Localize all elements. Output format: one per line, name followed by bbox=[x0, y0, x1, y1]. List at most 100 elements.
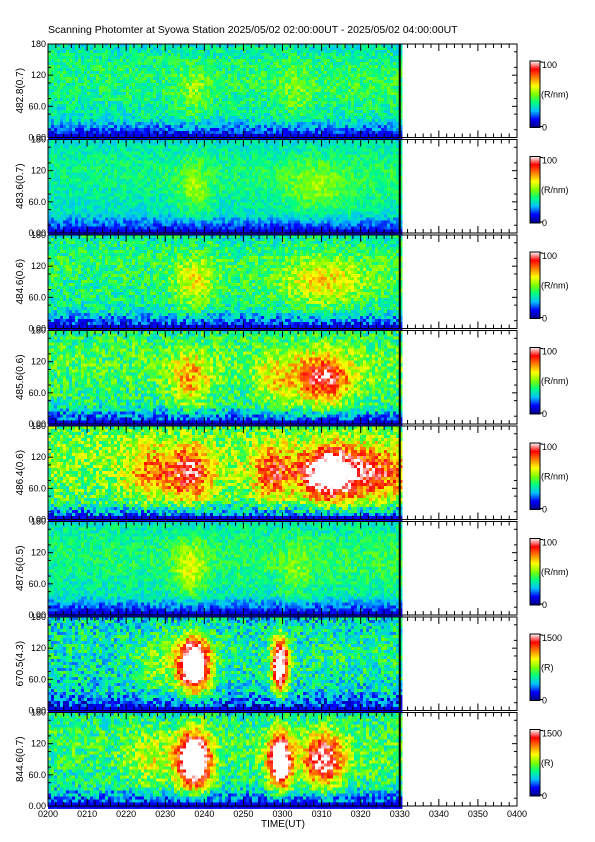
heat-cell bbox=[306, 131, 310, 135]
heat-cell bbox=[225, 68, 229, 72]
heat-cell bbox=[309, 83, 313, 87]
heat-cell bbox=[99, 71, 103, 75]
heat-cell bbox=[189, 68, 193, 72]
heat-cell bbox=[132, 199, 136, 203]
heat-cell bbox=[228, 92, 232, 96]
heat-cell bbox=[210, 101, 214, 105]
heat-cell bbox=[273, 98, 277, 102]
heat-cell bbox=[138, 137, 142, 141]
heat-cell bbox=[336, 56, 340, 60]
heat-cell bbox=[75, 86, 79, 90]
heat-cell bbox=[159, 125, 163, 129]
heat-cell bbox=[219, 77, 223, 81]
heat-cell bbox=[312, 80, 316, 84]
heat-cell bbox=[132, 205, 136, 209]
heat-cell bbox=[114, 142, 118, 146]
heat-cell bbox=[66, 65, 70, 69]
heat-cell bbox=[342, 68, 346, 72]
heat-cell bbox=[117, 98, 121, 102]
heat-cell bbox=[138, 113, 142, 117]
heat-cell bbox=[81, 44, 85, 48]
heat-cell bbox=[198, 50, 202, 54]
heat-cell bbox=[180, 62, 184, 66]
heat-cell bbox=[126, 196, 130, 200]
heat-cell bbox=[102, 187, 106, 191]
heat-cell bbox=[387, 80, 391, 84]
heat-cell bbox=[210, 83, 214, 87]
heat-cell bbox=[366, 98, 370, 102]
heat-cell bbox=[390, 47, 394, 51]
heat-cell bbox=[78, 113, 82, 117]
heat-cell bbox=[237, 125, 241, 129]
heat-cell bbox=[255, 89, 259, 93]
heat-cell bbox=[231, 89, 235, 93]
heat-cell bbox=[78, 68, 82, 72]
heat-cell bbox=[72, 131, 76, 135]
heat-cell bbox=[75, 74, 79, 78]
heat-cell bbox=[156, 128, 160, 132]
heat-cell bbox=[378, 47, 382, 51]
heat-cell bbox=[117, 65, 121, 69]
heat-cell bbox=[219, 80, 223, 84]
heat-cell bbox=[147, 113, 151, 117]
heat-cell bbox=[339, 101, 343, 105]
heat-cell bbox=[114, 205, 118, 209]
heat-cell bbox=[162, 71, 166, 75]
heat-cell bbox=[96, 47, 100, 51]
heat-cell bbox=[390, 92, 394, 96]
heat-cell bbox=[117, 116, 121, 120]
heat-cell bbox=[54, 56, 58, 60]
heat-cell bbox=[219, 125, 223, 129]
heat-cell bbox=[198, 77, 202, 81]
heat-cell bbox=[267, 86, 271, 90]
heat-cell bbox=[315, 92, 319, 96]
heat-cell bbox=[135, 68, 139, 72]
heat-cell bbox=[276, 56, 280, 60]
heat-cell bbox=[60, 113, 64, 117]
heat-cell bbox=[300, 71, 304, 75]
heat-cell bbox=[108, 208, 112, 212]
heat-cell bbox=[234, 59, 238, 63]
heat-cell bbox=[360, 59, 364, 63]
heat-cell bbox=[297, 50, 301, 54]
heat-cell bbox=[72, 125, 76, 129]
heat-cell bbox=[333, 59, 337, 63]
heat-cell bbox=[144, 226, 148, 230]
heat-cell bbox=[216, 47, 220, 51]
heat-cell bbox=[141, 193, 145, 197]
heat-cell bbox=[135, 214, 139, 218]
heat-cell bbox=[384, 59, 388, 63]
heat-cell bbox=[360, 53, 364, 57]
heat-cell bbox=[114, 139, 118, 143]
heat-cell bbox=[255, 95, 259, 99]
heat-cell bbox=[378, 89, 382, 93]
heat-cell bbox=[213, 71, 217, 75]
heat-cell bbox=[234, 98, 238, 102]
heat-cell bbox=[324, 137, 328, 141]
heat-cell bbox=[183, 113, 187, 117]
heat-cell bbox=[204, 59, 208, 63]
heat-cell bbox=[360, 104, 364, 108]
heat-cell bbox=[90, 217, 94, 221]
heat-cell bbox=[231, 77, 235, 81]
heat-cell bbox=[393, 128, 397, 132]
heat-cell bbox=[306, 89, 310, 93]
heat-cell bbox=[141, 175, 145, 179]
heat-cell bbox=[186, 98, 190, 102]
heat-cell bbox=[69, 175, 73, 179]
heat-cell bbox=[114, 163, 118, 167]
heat-cell bbox=[234, 83, 238, 87]
heat-cell bbox=[309, 116, 313, 120]
heat-cell bbox=[339, 95, 343, 99]
heat-cell bbox=[195, 110, 199, 114]
heat-cell bbox=[57, 154, 61, 158]
heat-cell bbox=[186, 56, 190, 60]
heat-cell bbox=[243, 47, 247, 51]
heat-cell bbox=[324, 86, 328, 90]
heat-cell bbox=[66, 74, 70, 78]
heat-cell bbox=[78, 193, 82, 197]
heat-cell bbox=[270, 134, 274, 138]
heat-cell bbox=[63, 166, 67, 170]
heat-cell bbox=[162, 122, 166, 126]
heat-cell bbox=[300, 44, 304, 48]
